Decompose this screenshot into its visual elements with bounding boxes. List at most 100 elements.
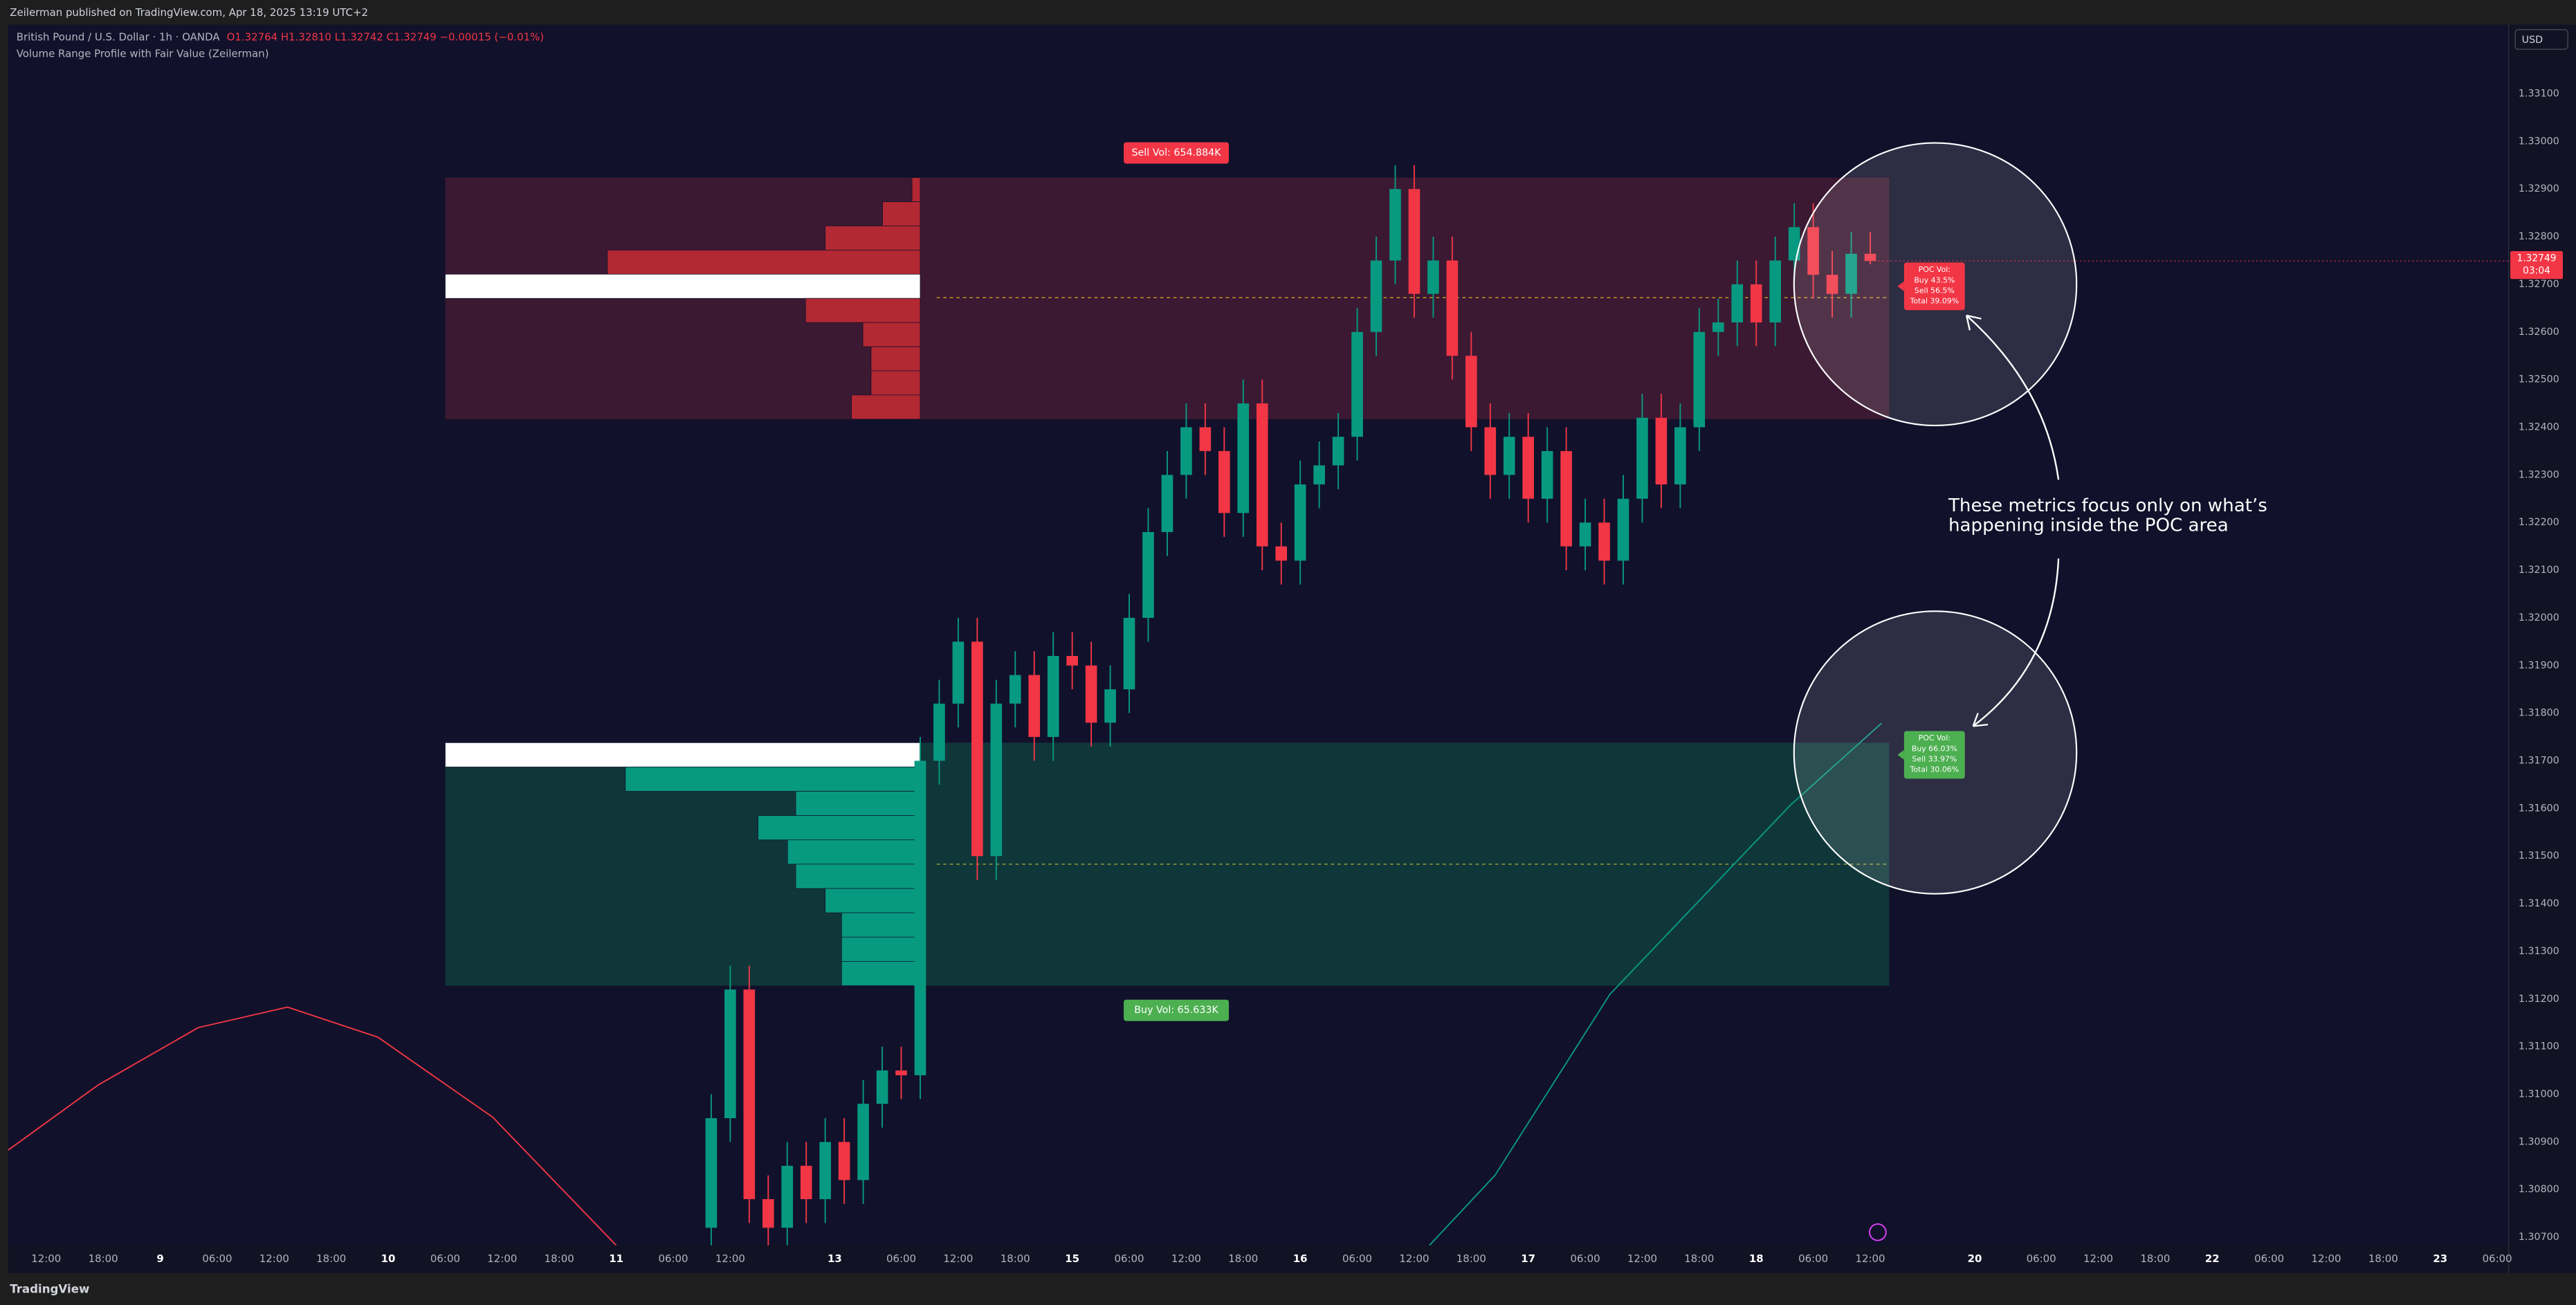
candle-body (1123, 617, 1135, 690)
y-tick-label: 1.32500 (2519, 374, 2559, 385)
x-tick-label: 20 (1968, 1252, 1982, 1265)
y-tick-label: 1.31300 (2519, 946, 2559, 957)
x-tick-label: 06:00 (658, 1252, 688, 1265)
x-tick-label: 12:00 (31, 1252, 61, 1265)
x-tick-label: 18:00 (89, 1252, 118, 1265)
y-tick-label: 1.31800 (2519, 708, 2559, 719)
x-tick-label: 12:00 (943, 1252, 973, 1265)
candle-body (1104, 689, 1116, 723)
symbol: British Pound / U.S. Dollar · 1h · OANDA (17, 31, 221, 44)
candle-body (800, 1165, 812, 1200)
y-tick-label: 1.31000 (2519, 1089, 2559, 1100)
x-tick-label: 18:00 (1684, 1252, 1714, 1265)
y-tick-label: 1.31200 (2519, 994, 2559, 1005)
arrow-head (1972, 713, 1989, 727)
x-tick-label: 06:00 (2254, 1252, 2284, 1265)
y-tick-label: 1.30700 (2519, 1232, 2559, 1243)
candle-body (1712, 322, 1724, 332)
time-axis (8, 1245, 2509, 1274)
x-tick-label: 10 (381, 1252, 396, 1265)
currency-box[interactable] (2514, 29, 2568, 50)
profile-bar (841, 961, 921, 986)
candle-body (1294, 484, 1306, 561)
y-tick-label: 1.32200 (2519, 517, 2559, 528)
event-icon[interactable] (1869, 1223, 1887, 1241)
indicator-name: Volume Range Profile with Fair Value (Ze… (17, 47, 269, 60)
x-tick-label: 12:00 (1171, 1252, 1201, 1265)
y-tick-label: 1.32600 (2519, 327, 2559, 338)
candle-body (1408, 189, 1421, 294)
y-tick-label: 1.32100 (2519, 565, 2559, 576)
profile-bar (787, 839, 921, 865)
x-tick-label: 12:00 (1399, 1252, 1429, 1265)
x-tick-label: 06:00 (1342, 1252, 1372, 1265)
plot-layer (8, 165, 1890, 1245)
profile-bar (841, 912, 921, 938)
x-tick-label: 18:00 (2140, 1252, 2170, 1265)
x-tick-label: 06:00 (2483, 1252, 2512, 1265)
profile-bar (825, 888, 921, 913)
poc-stat: Total 30.06% (1910, 765, 1960, 774)
candle-body (1047, 656, 1059, 738)
x-tick-label: 15 (1065, 1252, 1079, 1265)
candle-body (1009, 675, 1021, 704)
y-tick-label: 1.31900 (2519, 660, 2559, 671)
candle-body (895, 1070, 907, 1075)
y-tick-label: 1.31600 (2519, 803, 2559, 814)
x-tick-label: 13 (828, 1252, 842, 1265)
candle-body (1731, 284, 1744, 322)
x-tick-label: 18:00 (1001, 1252, 1030, 1265)
annotation: These metrics focus only on what’s (1948, 495, 2267, 516)
candle-body (762, 1199, 774, 1228)
candle-body (1237, 403, 1250, 513)
brand: TradingView (10, 1282, 89, 1295)
candle-body (1579, 522, 1591, 547)
poc-pointer (1897, 749, 1904, 760)
x-tick-label: 12:00 (2083, 1252, 2113, 1265)
x-tick-label: 18:00 (1228, 1252, 1258, 1265)
publish-line: Zeilerman published on TradingView.com, … (10, 6, 368, 19)
x-tick-label: 18:00 (1456, 1252, 1486, 1265)
candle-body (1351, 331, 1363, 437)
poc-stat: Buy 66.03% (1912, 745, 1957, 754)
candle-body (781, 1165, 794, 1228)
x-tick-label: 06:00 (1571, 1252, 1600, 1265)
profile-bar (851, 394, 921, 420)
candle-body (876, 1070, 888, 1104)
x-tick-label: 18 (1749, 1252, 1764, 1265)
annotation: happening inside the POC area (1948, 515, 2229, 536)
candle-body (1864, 253, 1876, 262)
candle-body (1636, 417, 1648, 499)
x-tick-label: 12:00 (487, 1252, 517, 1265)
candle-body (838, 1142, 850, 1180)
profile-bar (795, 791, 921, 816)
x-tick-label: 12:00 (259, 1252, 289, 1265)
candle-body (1503, 437, 1515, 475)
y-tick-label: 1.30800 (2519, 1184, 2559, 1195)
currency[interactable]: USD (2522, 35, 2543, 46)
candle-body (1826, 275, 1838, 294)
candle-body (1389, 189, 1401, 261)
last-price-box (2510, 250, 2564, 280)
x-tick-label: 16 (1293, 1252, 1308, 1265)
candle-body (1674, 427, 1686, 485)
arrow (1966, 315, 2060, 480)
x-tick-label: 17 (1521, 1252, 1535, 1265)
y-tick-label: 1.32800 (2519, 231, 2559, 242)
y-tick-label: 1.31100 (2519, 1041, 2559, 1052)
candle-body (819, 1142, 831, 1200)
candle-body (1617, 498, 1629, 561)
fair-value-curve (8, 1006, 617, 1245)
y-tick-label: 1.33100 (2519, 88, 2559, 99)
x-tick-label: 12:00 (715, 1252, 745, 1265)
candle-body (1541, 450, 1553, 499)
candle-body (1427, 260, 1439, 294)
candle-body (1522, 437, 1535, 499)
candle-body (705, 1117, 718, 1228)
y-tick-label: 1.32300 (2519, 469, 2559, 480)
candle-body (1028, 675, 1041, 738)
profile-bar (882, 201, 921, 226)
arrow (1972, 558, 2060, 727)
